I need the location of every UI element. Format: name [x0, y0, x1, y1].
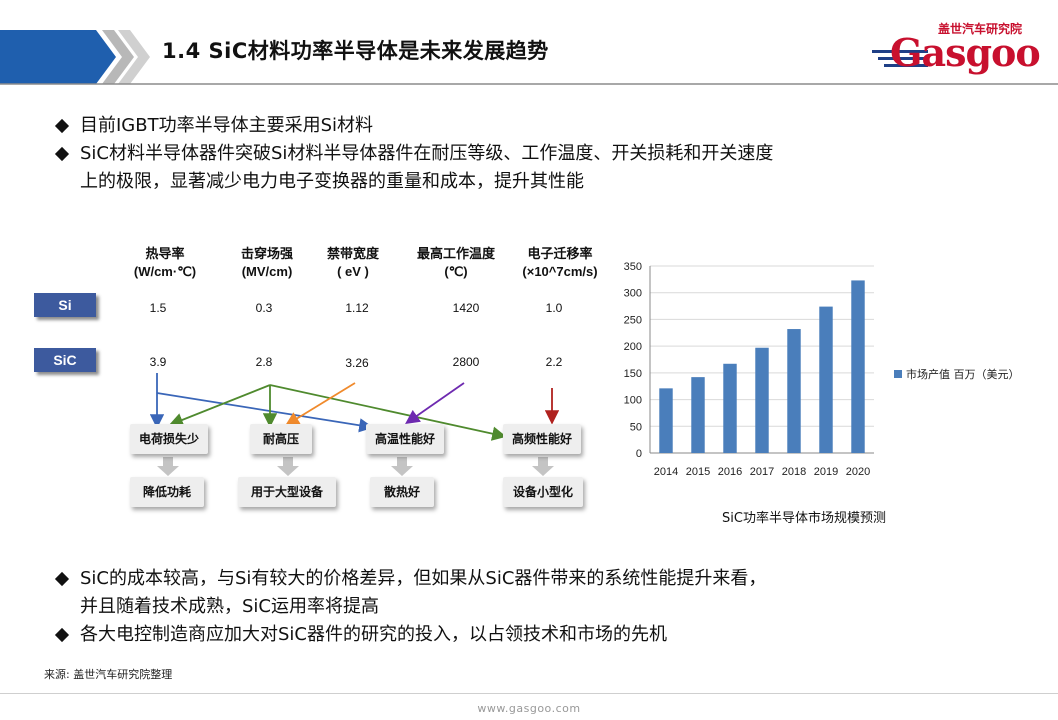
x-tick-label: 2017 — [750, 466, 774, 478]
y-tick-label: 0 — [636, 448, 642, 460]
result-lower-power: 降低功耗 — [130, 477, 204, 507]
row-label-sic: SiC — [34, 348, 96, 372]
legend-label: 市场产值 百万（美元） — [906, 367, 1020, 381]
y-tick-label: 50 — [630, 421, 642, 433]
gasgoo-logo: 盖世汽车研究院 Gasgoo — [872, 20, 1044, 80]
logo-word: Gasgoo — [890, 30, 1041, 75]
bullet-text-4: 各大电控制造商应加大对SiC器件的研究的投入，以占领技术和市场的先机 — [80, 624, 667, 645]
col-header-max-temp: 最高工作温度 (℃) — [416, 246, 495, 279]
x-tick-label: 2018 — [782, 466, 806, 478]
bar — [787, 329, 801, 453]
effect-high-temp: 高温性能好 — [366, 424, 444, 454]
bar — [819, 306, 833, 453]
result-large-equipment: 用于大型设备 — [238, 477, 336, 507]
effect-high-freq: 高频性能好 — [503, 424, 581, 454]
bullet-text-3-cont: 并且随着技术成熟，SiC运用率将提高 — [80, 596, 379, 617]
bar — [851, 280, 865, 453]
footer-divider — [0, 693, 1058, 694]
y-tick-label: 100 — [624, 395, 642, 407]
logo-cn-text: 盖世汽车研究院 — [937, 22, 1022, 36]
col-header-breakdown: 击穿场强 (MV/cm) — [240, 246, 293, 279]
bullet-text-2: SiC材料半导体器件突破Si材料半导体器件在耐压等级、工作温度、开关损耗和开关速… — [80, 143, 774, 164]
col-header-bandgap: 禁带宽度( eV ) — [326, 246, 379, 279]
col-header-thermal: 热导率 (W/cm·℃) — [133, 246, 197, 279]
x-tick-label: 2015 — [686, 466, 710, 478]
cell-sic-breakdown: 2.8 — [255, 355, 273, 369]
result-miniaturization: 设备小型化 — [503, 477, 583, 507]
bar — [659, 388, 673, 453]
y-tick-label: 350 — [624, 261, 642, 273]
source-note: 来源: 盖世汽车研究院整理 — [44, 668, 173, 681]
cell-si-maxtemp: 1420 — [452, 301, 480, 315]
bullet-text-1: 目前IGBT功率半导体主要采用Si材料 — [80, 115, 374, 136]
y-tick-label: 250 — [624, 314, 642, 326]
cell-sic-maxtemp: 2800 — [452, 355, 480, 369]
x-tick-label: 2016 — [718, 466, 742, 478]
header-banner — [0, 30, 1058, 85]
x-tick-label: 2020 — [846, 466, 870, 478]
bullet-text-2-cont: 上的极限，显著减少电力电子变换器的重量和成本，提升其性能 — [80, 171, 584, 192]
x-tick-label: 2019 — [814, 466, 838, 478]
result-heat-dissipation: 散热好 — [370, 477, 434, 507]
cell-si-mobility: 1.0 — [545, 301, 563, 315]
footer-url: www.gasgoo.com — [477, 702, 581, 715]
legend-swatch — [894, 370, 902, 378]
col-header-mobility: 电子迁移率 (×10^7cm/s) — [522, 246, 598, 279]
x-tick-label: 2014 — [654, 466, 678, 478]
cell-si-thermal: 1.5 — [149, 301, 167, 315]
cell-si-bandgap: 1.12 — [345, 301, 369, 315]
chart-caption: SiC功率半导体市场规模预测 — [722, 511, 886, 526]
y-tick-label: 150 — [624, 368, 642, 380]
row-label-si: Si — [34, 293, 96, 317]
effect-high-voltage: 耐高压 — [250, 424, 312, 454]
effect-low-charge-loss: 电荷损失少 — [130, 424, 208, 454]
cell-sic-mobility: 2.2 — [545, 355, 563, 369]
bar — [723, 363, 737, 453]
bar — [691, 377, 705, 453]
market-bar-chart: 0 50 100 150 200 250 300 350 2014 2015 2016 2017 201… — [624, 261, 1020, 478]
cell-sic-thermal: 3.9 — [149, 355, 167, 369]
y-tick-label: 300 — [624, 288, 642, 300]
bullet-text-3: SiC的成本较高，与Si有较大的价格差异，但如果从SiC器件带来的系统性能提升来… — [80, 568, 767, 589]
y-tick-label: 200 — [624, 341, 642, 353]
bar — [755, 347, 769, 453]
cell-si-breakdown: 0.3 — [255, 301, 273, 315]
cell-sic-bandgap: 3.26 — [345, 356, 369, 370]
page-title: 1.4 SiC材料功率半导体是未来发展趋势 — [162, 39, 549, 63]
